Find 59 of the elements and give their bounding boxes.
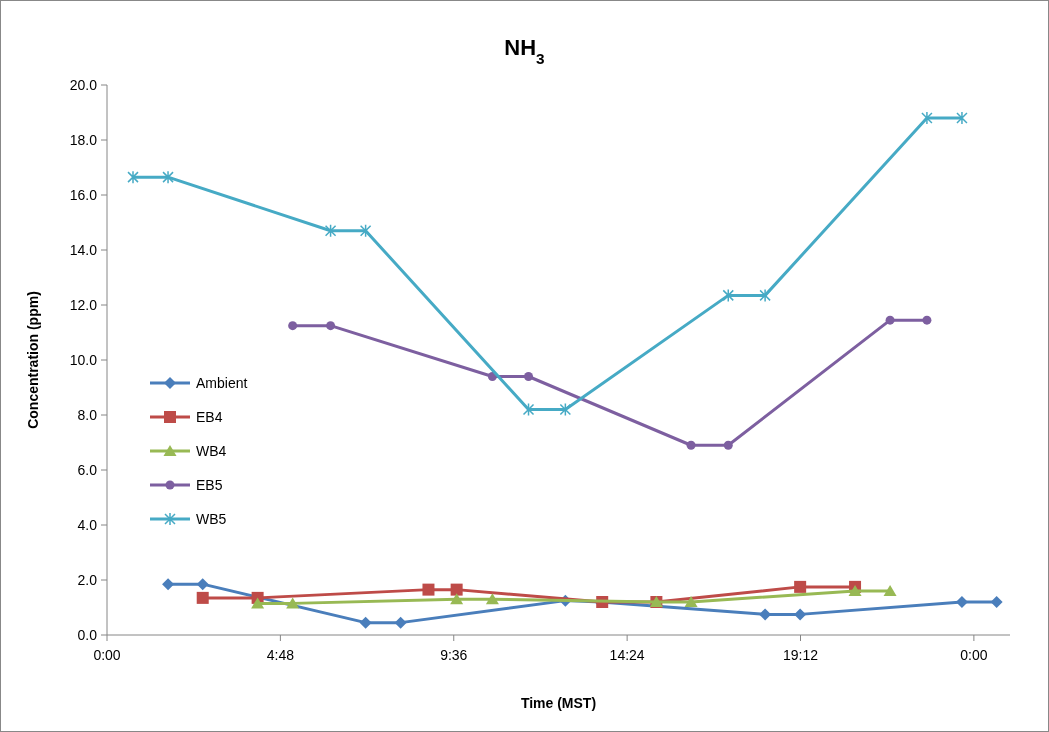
legend-label: Ambient	[196, 375, 248, 391]
point	[359, 224, 372, 238]
legend-label: EB5	[196, 477, 223, 493]
y-tick-label: 4.0	[77, 517, 98, 533]
x-tick-label: 0:00	[960, 647, 988, 663]
chart-title: NH$_{3}$	[504, 35, 545, 67]
y-tick-label: 12.0	[69, 297, 98, 313]
point	[885, 315, 895, 325]
y-tick-label: 2.0	[77, 572, 98, 588]
point	[422, 583, 435, 596]
legend-label: EB4	[196, 409, 223, 425]
point	[286, 597, 300, 609]
x-axis-title: Time (MST)	[520, 695, 597, 711]
y-tick-label: 10.0	[69, 352, 98, 368]
point	[288, 321, 298, 331]
point	[559, 402, 572, 417]
legend-label: WB5	[196, 511, 227, 527]
point	[394, 616, 407, 629]
y-tick-label: 16.0	[69, 187, 98, 203]
point	[127, 170, 139, 184]
point	[196, 578, 209, 591]
point	[922, 315, 932, 325]
point	[522, 402, 535, 417]
y-tick-label: 18.0	[69, 132, 98, 148]
point	[990, 596, 1003, 608]
point	[251, 597, 265, 609]
point	[324, 224, 337, 238]
x-tick-label: 9:36	[440, 647, 468, 663]
point	[684, 596, 698, 607]
point	[794, 580, 807, 593]
x-tick-label: 14:24	[609, 647, 645, 663]
point	[883, 585, 897, 596]
point	[487, 372, 497, 381]
point	[759, 288, 771, 303]
y-tick-label: 0.0	[77, 627, 98, 643]
point	[794, 608, 807, 621]
point	[450, 583, 463, 596]
point	[524, 372, 534, 381]
y-tick-label: 14.0	[69, 242, 98, 258]
point	[722, 288, 735, 303]
point	[956, 111, 968, 125]
legend-label: WB4	[196, 443, 227, 459]
x-tick-label: 0:00	[93, 647, 121, 663]
y-tick-label: 8.0	[77, 407, 98, 423]
point	[326, 321, 336, 331]
x-tick-label: 19:12	[782, 647, 819, 663]
point	[723, 440, 733, 450]
point	[848, 585, 862, 596]
point	[450, 593, 464, 605]
y-tick-label: 20.0	[69, 77, 98, 93]
point	[686, 440, 696, 450]
point	[359, 616, 372, 629]
point	[162, 170, 174, 184]
point	[485, 593, 499, 605]
y-tick-label: 6.0	[77, 462, 98, 478]
point	[196, 591, 209, 604]
x-tick-label: 4:48	[266, 647, 295, 663]
y-axis-title: Concentration (ppm)	[25, 291, 41, 429]
point	[921, 111, 933, 125]
